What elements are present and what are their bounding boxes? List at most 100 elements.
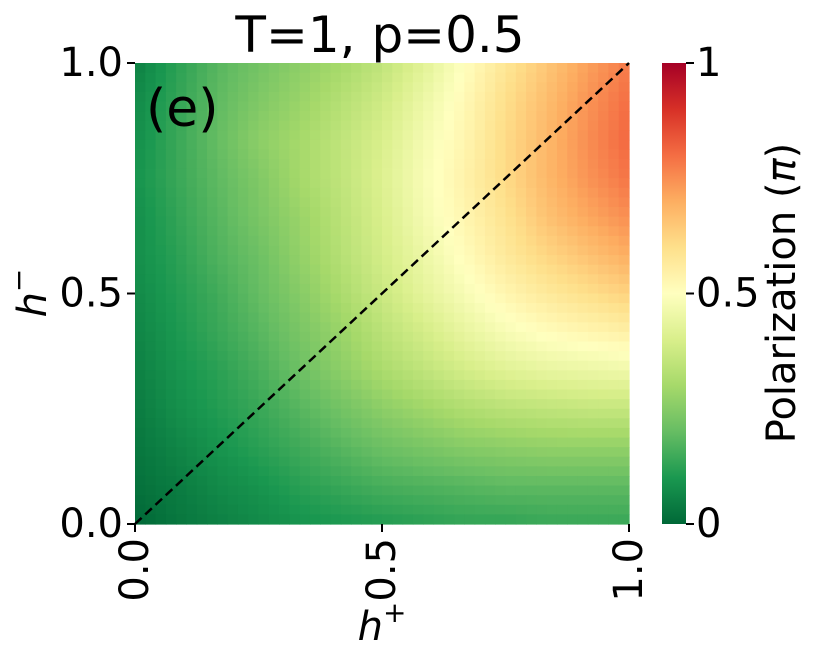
heatmap-cell — [196, 216, 208, 227]
heatmap-cell — [135, 159, 146, 170]
heatmap-cell — [207, 370, 218, 381]
heatmap-cell — [227, 514, 239, 525]
heatmap-cell — [454, 235, 465, 247]
heatmap-cell — [608, 360, 620, 371]
heatmap-cell — [207, 303, 218, 314]
heatmap-cell — [546, 197, 558, 208]
heatmap-cell — [433, 485, 445, 496]
heatmap-cell — [484, 408, 496, 419]
heatmap-cell — [289, 447, 301, 458]
heatmap-cell — [330, 216, 342, 227]
heatmap-cell — [248, 255, 260, 266]
heatmap-cell — [361, 130, 373, 141]
heatmap-cell — [207, 63, 218, 74]
heatmap-cell — [567, 322, 579, 333]
heatmap-cell — [155, 370, 167, 381]
heatmap-cell — [433, 331, 445, 343]
heatmap-cell — [505, 312, 517, 323]
heatmap-cell — [237, 322, 249, 333]
heatmap-cell — [392, 264, 404, 275]
heatmap-cell — [412, 427, 424, 439]
heatmap-cell — [371, 235, 383, 247]
heatmap-cell — [556, 447, 568, 458]
heatmap-cell — [495, 91, 507, 103]
heatmap-cell — [412, 101, 424, 112]
heatmap-cell — [176, 216, 188, 227]
heatmap-cell — [258, 514, 270, 525]
heatmap-cell — [474, 72, 486, 83]
heatmap-cell — [299, 168, 311, 179]
heatmap-cell — [320, 389, 332, 400]
heatmap-cell — [433, 120, 445, 131]
heatmap-cell — [454, 216, 465, 227]
heatmap-cell — [392, 389, 404, 400]
heatmap-cell — [330, 168, 342, 179]
heatmap-cell — [227, 149, 239, 160]
heatmap-cell — [567, 235, 579, 247]
heatmap-cell — [423, 418, 435, 429]
heatmap-cell — [248, 379, 260, 391]
heatmap-cell — [186, 331, 198, 343]
heatmap-cell — [474, 370, 486, 381]
heatmap-cell — [474, 408, 486, 419]
heatmap-cell — [165, 351, 177, 362]
heatmap-cell — [320, 197, 332, 208]
heatmap-cell — [258, 495, 270, 506]
heatmap-cell — [587, 159, 599, 170]
heatmap-cell — [320, 514, 332, 525]
heatmap-cell — [546, 149, 558, 160]
heatmap-cell — [176, 351, 188, 362]
heatmap-cell — [299, 101, 311, 112]
heatmap-cell — [464, 514, 476, 525]
heatmap-cell — [176, 149, 188, 160]
heatmap-cell — [279, 456, 290, 467]
heatmap-cell — [361, 379, 373, 391]
heatmap-cell — [196, 264, 208, 275]
heatmap-cell — [505, 72, 517, 83]
heatmap-cell — [454, 245, 465, 256]
heatmap-cell — [587, 130, 599, 141]
heatmap-cell — [227, 485, 239, 496]
heatmap-cell — [279, 226, 290, 237]
heatmap-cell — [443, 303, 455, 314]
heatmap-cell — [618, 187, 630, 199]
heatmap-cell — [217, 226, 229, 237]
heatmap-cell — [196, 283, 208, 295]
heatmap-cell — [227, 447, 239, 458]
heatmap-cell — [608, 495, 620, 506]
heatmap-cell — [505, 370, 517, 381]
heatmap-cell — [309, 283, 321, 295]
heatmap-cell — [268, 293, 280, 304]
heatmap-cell — [279, 283, 290, 295]
heatmap-cell — [587, 408, 599, 419]
heatmap-cell — [484, 159, 496, 170]
heatmap-cell — [526, 504, 537, 515]
heatmap-cell — [279, 245, 290, 256]
heatmap-cell — [526, 187, 537, 199]
heatmap-cell — [392, 351, 404, 362]
heatmap-cell — [340, 283, 352, 295]
heatmap-cell — [536, 312, 548, 323]
heatmap-cell — [505, 303, 517, 314]
heatmap-cell — [556, 437, 568, 448]
heatmap-cell — [289, 360, 301, 371]
heatmap-cell — [155, 427, 167, 439]
heatmap-cell — [382, 72, 393, 83]
heatmap-cell — [196, 178, 208, 189]
heatmap-cell — [361, 72, 373, 83]
heatmap-cell — [598, 379, 610, 391]
heatmap-cell — [515, 197, 527, 208]
heatmap-cell — [526, 379, 537, 391]
heatmap-cell — [371, 207, 383, 218]
x-axis-label-sup: + — [383, 596, 406, 629]
heatmap-cell — [217, 351, 229, 362]
heatmap-cell — [464, 495, 476, 506]
heatmap-cell — [392, 245, 404, 256]
heatmap-cell — [402, 331, 414, 343]
heatmap-cell — [515, 370, 527, 381]
heatmap-cell — [577, 331, 589, 343]
heatmap-cell — [351, 82, 363, 93]
heatmap-cell — [412, 303, 424, 314]
heatmap-cell — [145, 235, 157, 247]
heatmap-cell — [165, 475, 177, 487]
